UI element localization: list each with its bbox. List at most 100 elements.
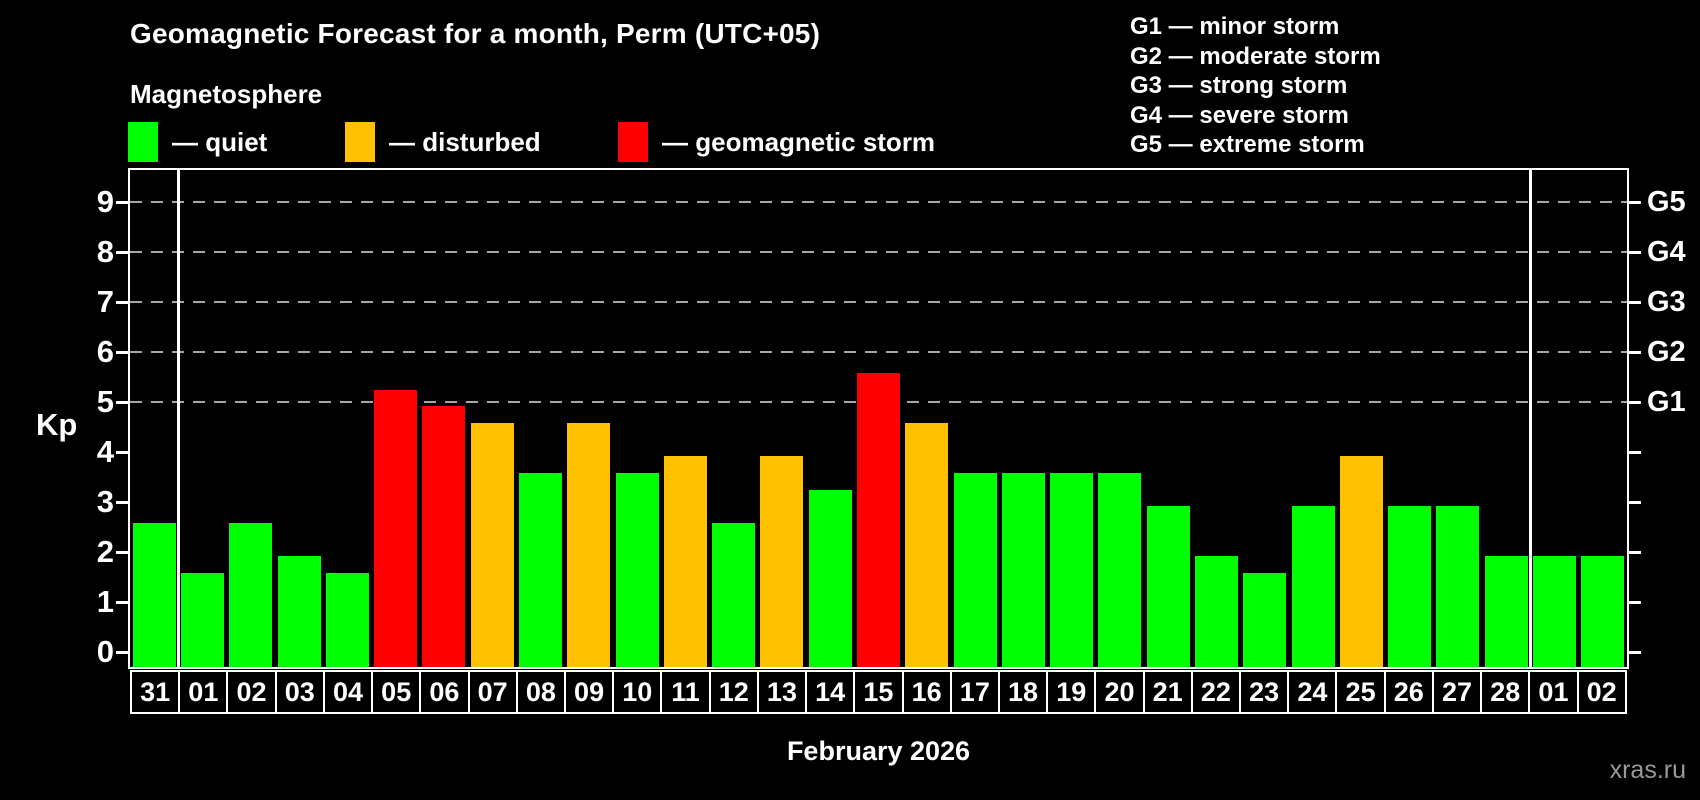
right-tick-kp-5 <box>1629 400 1641 404</box>
date-cell: 07 <box>467 670 518 714</box>
kp-bar <box>470 422 514 667</box>
month-separator <box>176 170 180 667</box>
legend-label-storm: — geomagnetic storm <box>662 126 936 157</box>
date-cell: 05 <box>371 670 422 714</box>
legend-label-quiet: — quiet <box>172 126 268 157</box>
left-tick-kp-9 <box>116 200 128 204</box>
date-cell: 13 <box>756 670 808 714</box>
date-cell: 17 <box>949 670 1000 714</box>
kp-bar <box>132 522 176 667</box>
right-tick-kp-1 <box>1629 600 1641 604</box>
left-tick-kp-6 <box>116 350 128 354</box>
magnetosphere-legend: — quiet — disturbed — geomagnetic storm <box>0 121 1100 163</box>
left-tick-kp-4 <box>116 450 128 454</box>
right-tick-kp-4 <box>1629 450 1641 454</box>
kp-bar <box>760 456 804 667</box>
date-cell: 10 <box>612 670 663 714</box>
kp-bar <box>1388 506 1432 667</box>
month-separator <box>1528 170 1532 667</box>
kp-bar <box>277 556 321 667</box>
kp-bar <box>953 472 997 667</box>
y-tick-label-7: 7 <box>96 284 114 319</box>
legend-item-quiet: — quiet <box>128 121 267 163</box>
g-legend-line-2: G2 — moderate storm <box>1130 42 1381 70</box>
right-axis-label-g2: G2 <box>1647 336 1686 368</box>
kp-bar <box>325 572 369 667</box>
left-tick-kp-3 <box>116 500 128 504</box>
left-tick-kp-8 <box>116 250 128 254</box>
date-cell: 11 <box>660 670 711 714</box>
kp-bar <box>1098 472 1142 667</box>
kp-bar <box>1243 572 1287 667</box>
right-tick-kp-8 <box>1629 250 1641 254</box>
date-cell: 28 <box>1480 670 1531 714</box>
g-legend-line-4: G4 — severe storm <box>1130 101 1349 129</box>
kp-bar <box>808 489 852 667</box>
y-tick-label-9: 9 <box>96 184 114 219</box>
date-cell: 23 <box>1239 670 1290 714</box>
y-tick-label-8: 8 <box>96 234 114 269</box>
left-tick-kp-1 <box>116 600 128 604</box>
right-axis-label-g5: G5 <box>1647 186 1686 218</box>
date-cell: 26 <box>1383 670 1434 714</box>
date-cell: 31 <box>130 670 181 714</box>
date-cell: 06 <box>419 670 470 714</box>
kp-bar <box>1001 472 1045 667</box>
date-cell: 25 <box>1335 670 1386 714</box>
date-cell: 20 <box>1094 670 1145 714</box>
plot-area <box>116 168 1641 669</box>
date-cell: 22 <box>1190 670 1242 714</box>
kp-bar <box>1339 456 1383 667</box>
gridline-kp-8 <box>130 251 1627 253</box>
date-cell: 01 <box>1528 670 1579 714</box>
g-legend-line-3: G3 — strong storm <box>1130 72 1348 99</box>
kp-bar <box>180 572 224 667</box>
gridline-kp-7 <box>130 301 1627 303</box>
y-axis-title: Kp <box>36 407 78 442</box>
date-cell: 21 <box>1142 670 1193 714</box>
kp-bar <box>1533 556 1577 667</box>
date-cell: 02 <box>1576 670 1627 714</box>
right-tick-kp-3 <box>1629 500 1641 504</box>
date-cell: 24 <box>1287 670 1338 714</box>
kp-bar <box>663 456 707 667</box>
g-scale-legend: G1 — minor storm G2 — moderate storm G3 — … <box>1130 12 1381 160</box>
y-tick-label-2: 2 <box>96 534 114 569</box>
date-cell: 12 <box>708 670 759 714</box>
kp-bar <box>1050 472 1094 667</box>
chart-title: Geomagnetic Forecast for a month, Perm (… <box>130 18 821 49</box>
date-cell: 02 <box>226 670 277 714</box>
date-cell: 27 <box>1431 670 1483 714</box>
date-cell: 04 <box>322 670 374 714</box>
gridline-kp-6 <box>130 351 1627 353</box>
x-axis-month-label: February 2026 <box>786 736 971 766</box>
right-tick-kp-7 <box>1629 300 1641 304</box>
left-tick-kp-5 <box>116 400 128 404</box>
x-axis-date-labels: 31 01 02 03 04 05 06 07 08 09 10 11 12 13 14 15 16 17 18 19… <box>130 670 1627 714</box>
right-axis-label-g4: G4 <box>1647 236 1686 268</box>
gridline-kp-9 <box>130 201 1627 203</box>
kp-bar <box>905 422 949 667</box>
legend-swatch-storm <box>618 122 648 162</box>
kp-bar <box>1195 556 1239 667</box>
kp-bar <box>229 522 273 667</box>
watermark: xras.ru <box>1609 756 1686 784</box>
kp-bar <box>422 406 466 667</box>
kp-bar <box>518 472 562 667</box>
date-cell: 14 <box>805 670 856 714</box>
date-cell: 08 <box>515 670 566 714</box>
date-cell: 15 <box>853 670 904 714</box>
right-tick-kp-9 <box>1629 200 1641 204</box>
kp-bar <box>1146 506 1190 667</box>
right-axis-label-g1: G1 <box>1647 386 1686 418</box>
legend-label-disturbed: — disturbed <box>389 126 541 157</box>
date-cell: 19 <box>1046 670 1097 714</box>
date-cell: 18 <box>997 670 1049 714</box>
y-tick-label-1: 1 <box>96 584 114 619</box>
right-tick-kp-2 <box>1629 550 1641 554</box>
kp-bar <box>712 522 756 667</box>
legend-item-storm: — geomagnetic storm <box>618 121 935 163</box>
kp-bar <box>1484 556 1528 667</box>
y-tick-label-0: 0 <box>96 634 114 669</box>
